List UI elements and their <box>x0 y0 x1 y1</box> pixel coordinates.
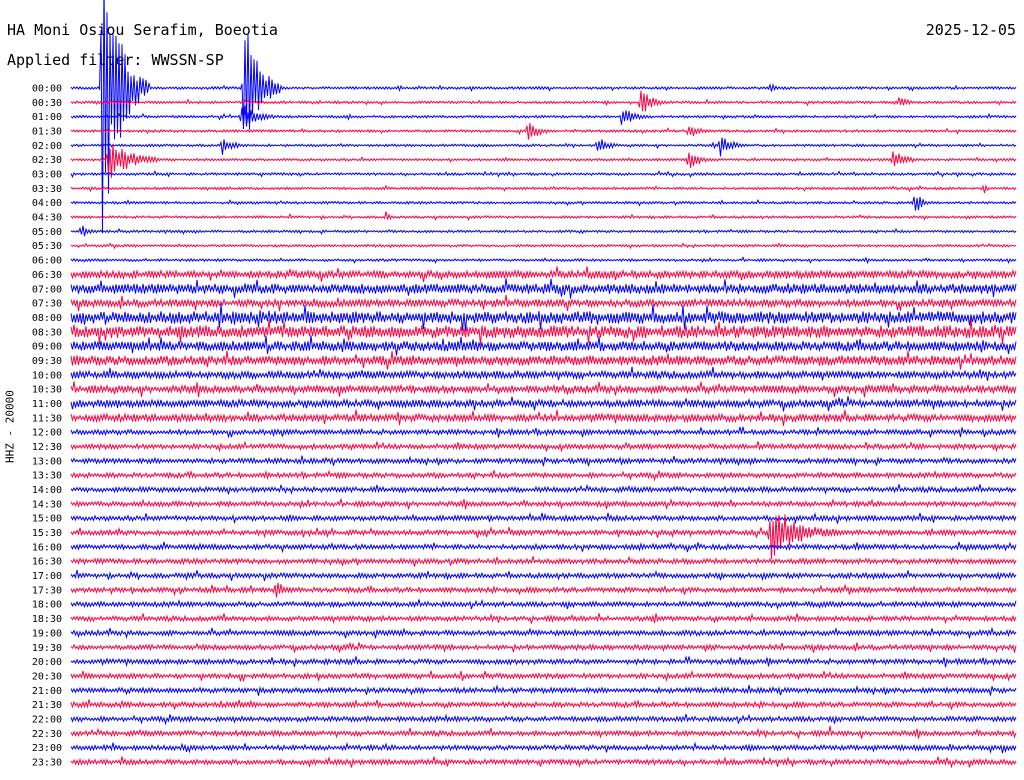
time-tick-label: 17:00 <box>32 571 62 582</box>
trace-line-1830 <box>70 612 1017 625</box>
time-tick-label: 12:30 <box>32 442 62 453</box>
time-tick-label: 16:30 <box>32 557 62 568</box>
trace-line-1400 <box>70 483 1017 495</box>
trace-line-0600 <box>70 256 1017 265</box>
trace-line-0900 <box>70 335 1017 356</box>
trace-line-2130 <box>70 698 1017 711</box>
trace-line-0100 <box>70 105 1017 127</box>
station-title: HA Moni Osiou Serafim, Boeotia <box>7 21 278 39</box>
trace-line-1230 <box>70 440 1017 453</box>
time-tick-label: 03:00 <box>32 170 62 181</box>
trace-line-2330 <box>70 755 1017 769</box>
time-tick-label: 14:30 <box>32 499 62 510</box>
trace-line-0330 <box>70 184 1017 194</box>
time-tick-label: 02:30 <box>32 155 62 166</box>
time-tick-label: 05:30 <box>32 241 62 252</box>
trace-line-1130 <box>70 409 1017 426</box>
trace-line-1030 <box>70 381 1017 398</box>
date-label: 2025-12-05 <box>925 21 1016 39</box>
trace-line-1930 <box>70 641 1017 654</box>
time-tick-label: 21:00 <box>32 686 62 697</box>
trace-line-1500 <box>70 511 1017 525</box>
time-tick-label: 14:00 <box>32 485 62 496</box>
time-tick-label: 12:00 <box>32 428 62 439</box>
trace-line-2100 <box>70 684 1017 696</box>
trace-line-1630 <box>70 555 1017 567</box>
time-tick-label: 21:30 <box>32 700 62 711</box>
trace-line-0530 <box>70 242 1017 250</box>
trace-line-2030 <box>70 669 1017 682</box>
trace-line-2230 <box>70 725 1017 739</box>
trace-line-0230 <box>70 143 1017 178</box>
time-tick-label: 19:00 <box>32 628 62 639</box>
trace-line-1530 <box>70 514 1017 559</box>
time-tick-label: 08:00 <box>32 313 62 324</box>
trace-line-0630 <box>70 266 1017 282</box>
trace-line-1100 <box>70 396 1017 412</box>
time-tick-label: 15:30 <box>32 528 62 539</box>
time-tick-label: 20:30 <box>32 671 62 682</box>
trace-line-0430 <box>70 211 1017 222</box>
time-tick-label: 22:00 <box>32 714 62 725</box>
trace-line-1600 <box>70 541 1017 554</box>
time-tick-label: 16:00 <box>32 542 62 553</box>
time-tick-label: 13:00 <box>32 456 62 467</box>
time-tick-label: 01:00 <box>32 112 62 123</box>
trace-line-1800 <box>70 598 1017 610</box>
time-tick-label: 09:30 <box>32 356 62 367</box>
trace-line-1430 <box>70 498 1017 511</box>
time-tick-label: 22:30 <box>32 729 62 740</box>
time-tick-label: 18:30 <box>32 614 62 625</box>
time-tick-label: 23:00 <box>32 743 62 754</box>
trace-line-0130 <box>70 122 1017 140</box>
time-tick-label: 15:00 <box>32 514 62 525</box>
time-tick-label: 02:00 <box>32 141 62 152</box>
time-tick-label: 04:30 <box>32 213 62 224</box>
time-tick-label: 13:30 <box>32 471 62 482</box>
time-tick-label: 07:00 <box>32 284 62 295</box>
time-tick-label: 23:30 <box>32 757 62 768</box>
time-tick-label: 11:00 <box>32 399 62 410</box>
trace-line-1200 <box>70 426 1017 439</box>
trace-line-1330 <box>70 469 1017 482</box>
time-tick-label: 11:30 <box>32 413 62 424</box>
time-tick-label: 04:00 <box>32 198 62 209</box>
trace-line-0500 <box>70 225 1017 237</box>
time-tick-label: 10:00 <box>32 370 62 381</box>
trace-line-0930 <box>70 350 1017 370</box>
trace-line-0200 <box>70 137 1017 157</box>
time-tick-label: 06:00 <box>32 256 62 267</box>
trace-line-1730 <box>70 582 1017 598</box>
trace-line-0030 <box>70 90 1017 112</box>
time-tick-label: 10:30 <box>32 385 62 396</box>
time-tick-label: 01:30 <box>32 127 62 138</box>
trace-line-2300 <box>70 741 1017 754</box>
trace-line-1300 <box>70 455 1017 467</box>
time-tick-label: 06:30 <box>32 270 62 281</box>
trace-line-2200 <box>70 713 1017 726</box>
trace-line-0830 <box>70 318 1017 346</box>
trace-line-0800 <box>70 303 1017 331</box>
trace-line-0000 <box>70 0 1017 234</box>
trace-line-0700 <box>70 278 1017 299</box>
time-tick-label: 18:00 <box>32 600 62 611</box>
trace-line-0300 <box>70 169 1017 179</box>
time-tick-label: 00:30 <box>32 98 62 109</box>
time-tick-label: 03:30 <box>32 184 62 195</box>
time-tick-label: 19:30 <box>32 643 62 654</box>
time-tick-label: 20:00 <box>32 657 62 668</box>
trace-line-2000 <box>70 655 1017 668</box>
time-tick-label: 07:30 <box>32 299 62 310</box>
time-tick-label: 09:00 <box>32 342 62 353</box>
trace-line-0730 <box>70 295 1017 312</box>
trace-line-0400 <box>70 196 1017 211</box>
time-tick-label: 08:30 <box>32 327 62 338</box>
trace-line-1900 <box>70 626 1017 640</box>
trace-line-1000 <box>70 366 1017 381</box>
time-tick-label: 17:30 <box>32 585 62 596</box>
time-tick-label: 05:00 <box>32 227 62 238</box>
trace-line-1700 <box>70 569 1017 582</box>
time-tick-label: 00:00 <box>32 84 62 95</box>
